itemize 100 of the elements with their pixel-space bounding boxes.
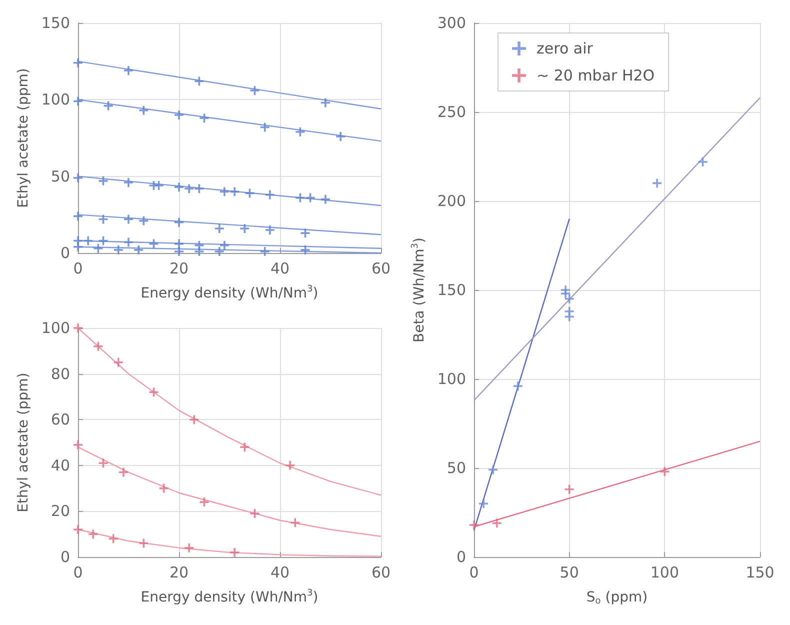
point [194,184,204,194]
point [220,187,229,196]
point [260,246,270,256]
point [124,178,133,187]
x-tick-label: 0 [73,260,83,278]
point [564,294,574,304]
point [174,218,184,227]
point [114,358,123,367]
point [652,178,662,188]
point [200,498,209,507]
point [174,246,184,256]
point [194,246,204,256]
y-tick-label: 250 [437,103,466,121]
point [139,538,148,548]
point [94,244,103,253]
point [74,212,82,221]
point [513,382,522,391]
y-axis-title: Ethyl acetate (ppm) [15,68,32,208]
point [98,176,108,186]
y-tick-label: 150 [437,281,466,299]
legend-label: zero air [536,40,594,58]
x-tick-label: 0 [469,564,479,582]
point [260,122,270,132]
point [320,194,330,204]
point [190,415,199,424]
point [564,484,574,494]
point [174,182,184,192]
point [250,86,260,95]
point [108,534,118,544]
point [336,132,346,141]
x-tick-label: 100 [650,564,679,582]
y-tick-label: 50 [50,167,70,186]
y-tick-label: 100 [41,90,70,109]
point [470,520,479,530]
point [561,289,570,298]
point [74,440,82,450]
point [220,240,229,250]
point [214,224,224,233]
point [479,499,488,508]
point [159,484,168,493]
point [139,216,148,226]
point [488,465,498,474]
y-tick-label: 0 [60,548,70,566]
y-tick-label: 60 [50,410,70,429]
x-tick-label: 20 [169,564,189,582]
point [74,96,82,106]
point [88,530,98,539]
point [74,58,82,68]
point [265,226,274,234]
y-tick-label: 300 [437,14,466,32]
point [74,525,82,534]
point [124,66,133,76]
point [230,187,240,196]
point [296,127,305,136]
x-tick-label: 0 [73,564,83,582]
point [265,190,274,200]
point [184,184,194,194]
point [240,224,250,233]
x-tick-label: 50 [560,564,579,582]
x-tick-label: 40 [270,564,290,582]
point [230,548,240,557]
point [300,245,310,254]
point [174,110,184,120]
point [214,246,224,256]
x-tick-label: 150 [746,564,774,582]
y-tick-label: 80 [50,364,70,383]
point [240,442,250,452]
point [250,508,260,518]
point [124,238,133,247]
point [139,106,148,115]
y-axis-title: Ethyl acetate (ppm) [15,372,32,512]
point [84,236,93,246]
y-tick-label: 100 [437,370,466,388]
point [492,518,502,528]
x-tick-label: 60 [371,260,391,278]
x-tick-label: 60 [371,564,391,582]
point [124,214,133,224]
point [149,388,158,397]
y-tick-label: 150 [41,14,70,32]
x-tick-label: 40 [270,260,290,278]
point [200,114,209,123]
x-tick-label: 20 [169,260,189,278]
point [98,458,108,468]
point [320,98,330,108]
point [74,173,82,182]
point [114,245,123,254]
y-tick-label: 0 [60,244,70,262]
y-tick-label: 40 [50,456,70,474]
point [74,242,82,252]
point [286,460,295,470]
point [660,467,670,476]
y-axis-title: Beta (Wh/Nm3) [410,238,428,342]
y-tick-label: 200 [437,192,466,210]
y-tick-label: 50 [446,459,466,477]
point [300,228,310,238]
point [118,468,128,477]
y-tick-label: 20 [50,502,70,520]
y-tick-label: 100 [41,319,70,337]
legend-label: ~ 20 mbar H2O [536,66,655,84]
point [134,245,144,254]
